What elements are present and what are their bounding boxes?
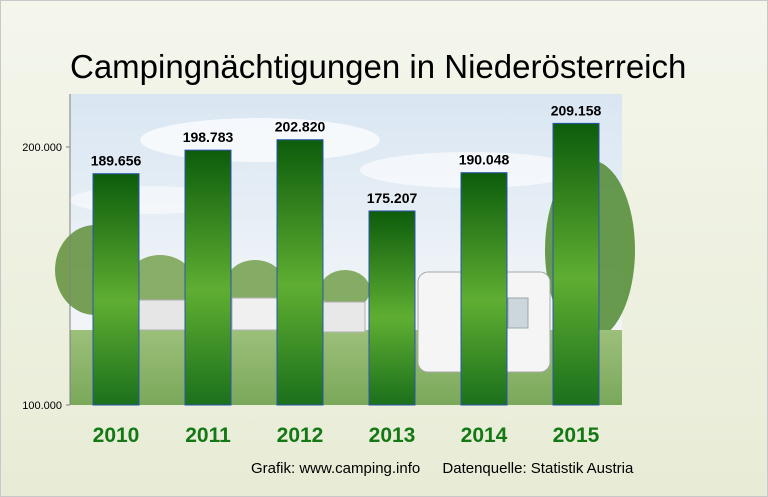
chart-title: Campingnächtigungen in Niederösterreich — [70, 48, 687, 85]
bar-2012 — [276, 139, 324, 406]
data-label-2014: 190.048 — [459, 152, 510, 168]
x-tick-label-2011: 2011 — [185, 424, 231, 447]
footer: Grafik: www.camping.info Datenquelle: St… — [251, 460, 633, 477]
data-label-2013: 175.207 — [367, 190, 418, 206]
data-label-2011: 198.783 — [183, 129, 234, 145]
footer-credit: Grafik: www.camping.info — [251, 460, 421, 477]
footer-source: Datenquelle: Statistik Austria — [442, 460, 634, 477]
data-label-2015: 209.158 — [551, 102, 602, 118]
bar-2015 — [552, 122, 600, 406]
x-tick-label-2010: 2010 — [93, 424, 140, 447]
bars-group: 189.656 2010 198.783 2011 202.820 2012 175.207… — [91, 102, 602, 447]
y-tick-label: 100.000 — [22, 400, 62, 412]
background-scene — [55, 94, 635, 405]
bar-2014 — [460, 172, 508, 406]
y-tick-label: 200.000 — [22, 142, 62, 154]
bar-2010 — [92, 173, 140, 406]
data-label-2012: 202.820 — [275, 119, 326, 135]
x-tick-label-2012: 2012 — [277, 424, 324, 447]
x-tick-label-2013: 2013 — [369, 424, 416, 447]
bar-2011 — [184, 149, 232, 406]
x-tick-label-2014: 2014 — [461, 424, 508, 447]
y-axis: 100.000 200.000 — [22, 94, 71, 412]
x-tick-label-2015: 2015 — [553, 424, 600, 447]
bar-2013 — [368, 210, 416, 406]
data-label-2010: 189.656 — [91, 153, 142, 169]
